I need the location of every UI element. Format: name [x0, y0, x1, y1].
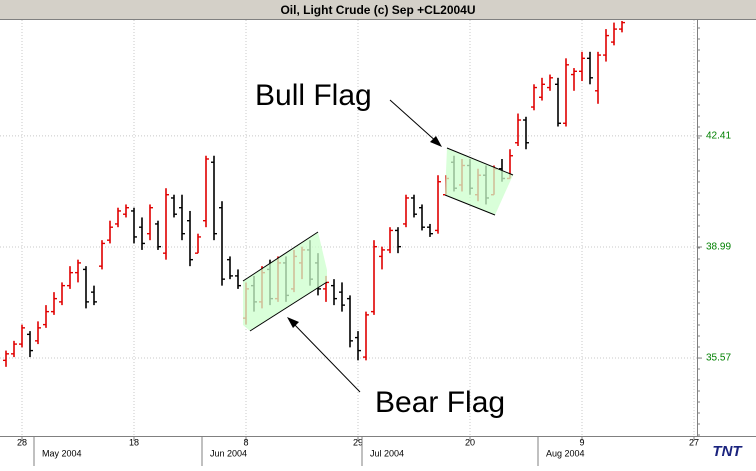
x-tick-label: 28 — [17, 437, 27, 447]
bull-flag-area — [445, 148, 513, 215]
bull-flag-line — [446, 147, 514, 176]
x-group-label: Aug 2004 — [546, 448, 585, 458]
arrow-head — [430, 136, 442, 147]
y-tick-label: 42.41 — [706, 131, 731, 142]
bear-flag-area — [243, 232, 327, 331]
annotation: Bear Flag — [375, 386, 505, 419]
x-tick-label: 29 — [353, 437, 363, 447]
y-tick-label: 35.57 — [706, 353, 731, 364]
bear-flag-line — [242, 231, 319, 282]
bull-flag-line — [444, 194, 496, 216]
y-tick-label: 38.99 — [706, 242, 731, 253]
logo-box — [699, 438, 756, 466]
annotation: Bull Flag — [255, 79, 372, 112]
x-tick-label: 27 — [689, 437, 699, 447]
arrow — [389, 99, 439, 144]
x-group-label: Jun 2004 — [210, 448, 247, 458]
x-tick-label: 9 — [579, 437, 584, 447]
x-tick-label: 18 — [129, 437, 139, 447]
bear-flag-line — [249, 281, 328, 332]
x-tick-label: 8 — [243, 437, 248, 447]
x-tick-label: 20 — [465, 437, 475, 447]
x-group-label: May 2004 — [42, 448, 82, 458]
chart-title: Oil, Light Crude (c) Sep +CL2004U — [280, 3, 475, 17]
arrow-head — [287, 317, 299, 328]
title-bar — [0, 0, 756, 20]
x-group-label: Jul 2004 — [370, 448, 404, 458]
logo: TNT — [712, 443, 743, 460]
arrow — [291, 321, 361, 393]
